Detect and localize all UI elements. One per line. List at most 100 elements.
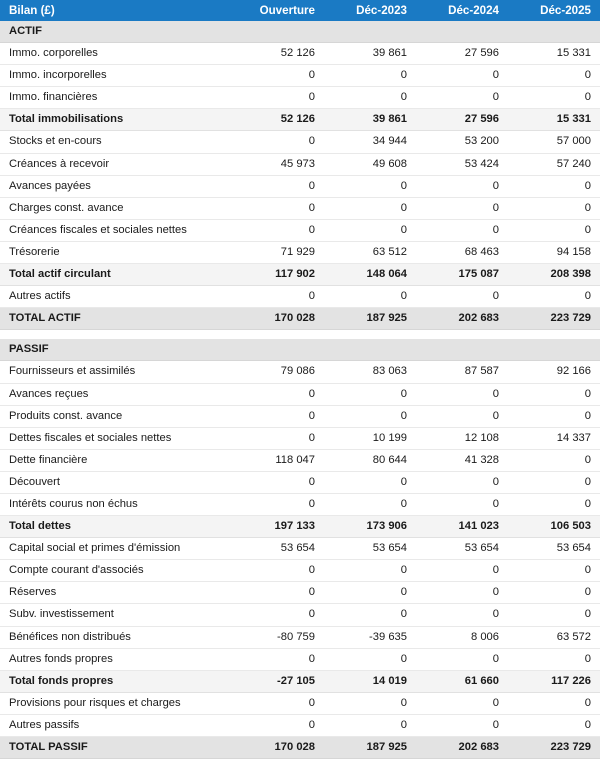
cell-value: 170 028 bbox=[232, 307, 324, 331]
table-row[interactable]: Réserves 0 0 0 0 bbox=[0, 581, 600, 605]
table-row[interactable]: Produits const. avance 0 0 0 0 bbox=[0, 405, 600, 428]
cell-value: 0 bbox=[324, 603, 416, 627]
cell-value: 0 bbox=[416, 219, 508, 242]
grand-total-row[interactable]: TOTAL PASSIF 170 028 187 925 202 683 223 729 bbox=[0, 735, 600, 759]
row-label: Intérêts courus non échus bbox=[0, 493, 232, 517]
cell-value: 15 331 bbox=[508, 42, 600, 66]
column-header-label[interactable]: Bilan (£) bbox=[0, 0, 232, 21]
table-row[interactable]: Découvert 0 0 0 0 bbox=[0, 471, 600, 494]
row-label: Total immobilisations bbox=[0, 108, 232, 132]
cell-value: 41 328 bbox=[416, 449, 508, 472]
column-header-dec-2024[interactable]: Déc-2024 bbox=[416, 0, 508, 21]
grand-total-row[interactable]: TOTAL ACTIF 170 028 187 925 202 683 223 729 bbox=[0, 307, 600, 331]
table-row[interactable]: Compte courant d'associés 0 0 0 0 bbox=[0, 559, 600, 583]
row-label: Trésorerie bbox=[0, 241, 232, 265]
cell-value bbox=[324, 329, 416, 340]
table-row[interactable]: Stocks et en-cours 0 34 944 53 200 57 000 bbox=[0, 130, 600, 154]
cell-value: 8 006 bbox=[416, 626, 508, 649]
cell-value: 187 925 bbox=[324, 735, 416, 759]
table-row[interactable]: Intérêts courus non échus 0 0 0 0 bbox=[0, 493, 600, 517]
row-label: Créances à recevoir bbox=[0, 153, 232, 176]
cell-value: 148 064 bbox=[324, 263, 416, 287]
cell-value: 0 bbox=[324, 383, 416, 406]
cell-value: 170 028 bbox=[232, 735, 324, 759]
cell-value: 53 654 bbox=[508, 537, 600, 561]
table-row[interactable]: Provisions pour risques et charges 0 0 0 0 bbox=[0, 692, 600, 715]
cell-value bbox=[324, 339, 416, 362]
section-header-row[interactable]: PASSIF bbox=[0, 339, 600, 362]
cell-value: 0 bbox=[324, 471, 416, 494]
cell-value: 39 861 bbox=[324, 42, 416, 66]
row-label: Total dettes bbox=[0, 515, 232, 539]
cell-value: 0 bbox=[416, 285, 508, 309]
table-header: Bilan (£) Ouverture Déc-2023 Déc-2024 Dé… bbox=[0, 0, 600, 21]
subtotal-row[interactable]: Total fonds propres -27 105 14 019 61 660 11… bbox=[0, 670, 600, 693]
cell-value: 53 654 bbox=[324, 537, 416, 561]
table-row[interactable]: Autres passifs 0 0 0 0 bbox=[0, 714, 600, 738]
column-header-ouverture[interactable]: Ouverture bbox=[232, 0, 324, 21]
cell-value: 0 bbox=[232, 692, 324, 715]
table-row[interactable]: Avances payées 0 0 0 0 bbox=[0, 175, 600, 198]
table-row[interactable]: Bénéfices non distribués -80 759 -39 635 8 … bbox=[0, 626, 600, 649]
cell-value: 12 108 bbox=[416, 427, 508, 450]
row-label: Produits const. avance bbox=[0, 405, 232, 428]
table-row[interactable]: Immo. incorporelles 0 0 0 0 bbox=[0, 64, 600, 88]
table-row[interactable]: Dette financière 118 047 80 644 41 328 0 bbox=[0, 449, 600, 472]
cell-value: 63 572 bbox=[508, 626, 600, 649]
cell-value: 39 861 bbox=[324, 108, 416, 132]
cell-value: 0 bbox=[324, 285, 416, 309]
cell-value: 0 bbox=[416, 383, 508, 406]
cell-value bbox=[508, 339, 600, 362]
cell-value: 0 bbox=[416, 714, 508, 738]
table-row[interactable]: Trésorerie 71 929 63 512 68 463 94 158 bbox=[0, 241, 600, 265]
cell-value: 0 bbox=[508, 559, 600, 583]
cell-value: 0 bbox=[324, 581, 416, 605]
column-header-dec-2025[interactable]: Déc-2025 bbox=[508, 0, 600, 21]
row-label: Charges const. avance bbox=[0, 197, 232, 220]
table-row[interactable]: Charges const. avance 0 0 0 0 bbox=[0, 197, 600, 220]
cell-value: 27 596 bbox=[416, 108, 508, 132]
cell-value: 0 bbox=[416, 405, 508, 428]
cell-value: 34 944 bbox=[324, 130, 416, 154]
table-row[interactable]: Immo. corporelles 52 126 39 861 27 596 15 33… bbox=[0, 42, 600, 66]
subtotal-row[interactable]: Total dettes 197 133 173 906 141 023 106 503 bbox=[0, 515, 600, 539]
row-label: Autres passifs bbox=[0, 714, 232, 738]
cell-value: -27 105 bbox=[232, 670, 324, 693]
cell-value: 223 729 bbox=[508, 735, 600, 759]
table-row[interactable]: Dettes fiscales et sociales nettes 0 10 19… bbox=[0, 427, 600, 450]
table-row[interactable]: Immo. financières 0 0 0 0 bbox=[0, 86, 600, 110]
cell-value: 0 bbox=[508, 648, 600, 671]
row-label: Bénéfices non distribués bbox=[0, 626, 232, 649]
cell-value: 0 bbox=[508, 219, 600, 242]
subtotal-row[interactable]: Total actif circulant 117 902 148 064 175 0… bbox=[0, 263, 600, 287]
cell-value: 94 158 bbox=[508, 241, 600, 265]
cell-value: 63 512 bbox=[324, 241, 416, 265]
table-row[interactable]: Créances à recevoir 45 973 49 608 53 424 57 … bbox=[0, 153, 600, 176]
table-row[interactable]: Autres fonds propres 0 0 0 0 bbox=[0, 648, 600, 671]
cell-value: 0 bbox=[416, 471, 508, 494]
cell-value: 175 087 bbox=[416, 263, 508, 287]
cell-value: 14 337 bbox=[508, 427, 600, 450]
row-label: Autres actifs bbox=[0, 285, 232, 309]
column-header-dec-2023[interactable]: Déc-2023 bbox=[324, 0, 416, 21]
table-row[interactable]: Avances reçues 0 0 0 0 bbox=[0, 383, 600, 406]
row-label: TOTAL ACTIF bbox=[0, 307, 232, 331]
table-row[interactable]: Créances fiscales et sociales nettes 0 0 0 0 bbox=[0, 219, 600, 242]
row-label: Avances payées bbox=[0, 175, 232, 198]
cell-value: 0 bbox=[508, 471, 600, 494]
cell-value: 0 bbox=[232, 405, 324, 428]
cell-value: 0 bbox=[508, 493, 600, 517]
row-label: Subv. investissement bbox=[0, 603, 232, 627]
table-row[interactable]: Fournisseurs et assimilés 79 086 83 063 87 … bbox=[0, 360, 600, 384]
table-row[interactable]: Capital social et primes d'émission 53 65… bbox=[0, 537, 600, 561]
cell-value: 0 bbox=[324, 64, 416, 88]
subtotal-row[interactable]: Total immobilisations 52 126 39 861 27 596 1… bbox=[0, 108, 600, 132]
cell-value: 0 bbox=[232, 493, 324, 517]
table-row[interactable]: Subv. investissement 0 0 0 0 bbox=[0, 603, 600, 627]
section-header-row[interactable]: ACTIF bbox=[0, 21, 600, 44]
cell-value bbox=[232, 21, 324, 44]
cell-value: 0 bbox=[324, 559, 416, 583]
cell-value: 49 608 bbox=[324, 153, 416, 176]
header-row: Bilan (£) Ouverture Déc-2023 Déc-2024 Dé… bbox=[0, 0, 600, 21]
table-row[interactable]: Autres actifs 0 0 0 0 bbox=[0, 285, 600, 309]
